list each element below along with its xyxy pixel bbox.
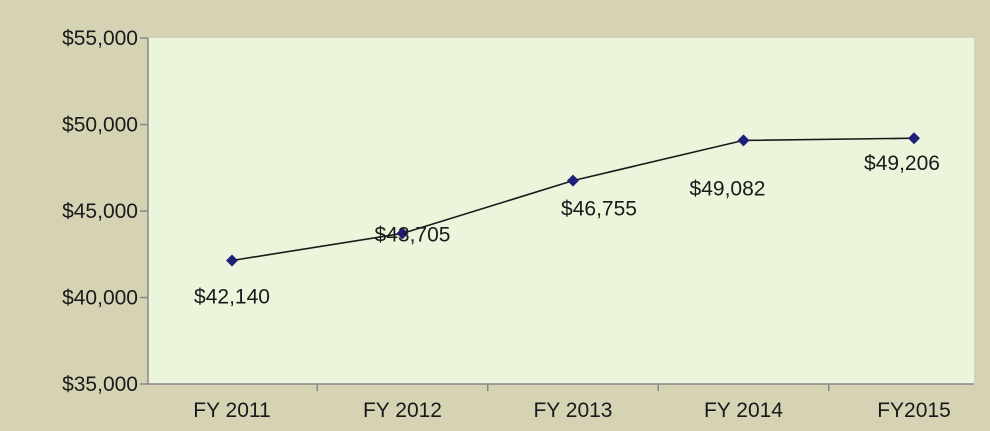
data-label: $43,705	[375, 223, 451, 246]
data-label: $49,082	[690, 177, 766, 200]
data-label: $49,206	[864, 152, 940, 175]
x-tick-label: FY2015	[877, 399, 951, 422]
y-tick-label: $55,000	[62, 27, 138, 50]
data-point-marker	[396, 227, 409, 240]
data-point-marker	[226, 254, 238, 267]
series-group: $42,140 $43,705 $46,755 $49,082 $49,206	[194, 132, 940, 308]
data-label: $42,140	[194, 285, 270, 308]
plot-area	[148, 38, 974, 384]
x-tick-label: FY 2012	[363, 399, 442, 422]
y-axis-ticks: $35,000 $40,000 $45,000 $50,000 $55,000	[62, 27, 148, 396]
x-tick-label: FY 2013	[533, 399, 612, 422]
y-tick-label: $50,000	[62, 114, 138, 137]
x-tick-label: FY 2014	[704, 399, 783, 422]
y-tick-label: $45,000	[62, 200, 138, 223]
y-tick-label: $35,000	[62, 373, 138, 396]
y-tick-label: $40,000	[62, 287, 138, 310]
data-point-marker	[567, 174, 579, 187]
x-axis-ticks: FY 2011 FY 2012 FY 2013 FY 2014 FY2015	[193, 384, 951, 422]
x-tick-label: FY 2011	[193, 399, 270, 422]
data-label: $46,755	[561, 198, 637, 221]
data-point-marker	[737, 134, 750, 147]
data-point-marker	[908, 132, 920, 145]
